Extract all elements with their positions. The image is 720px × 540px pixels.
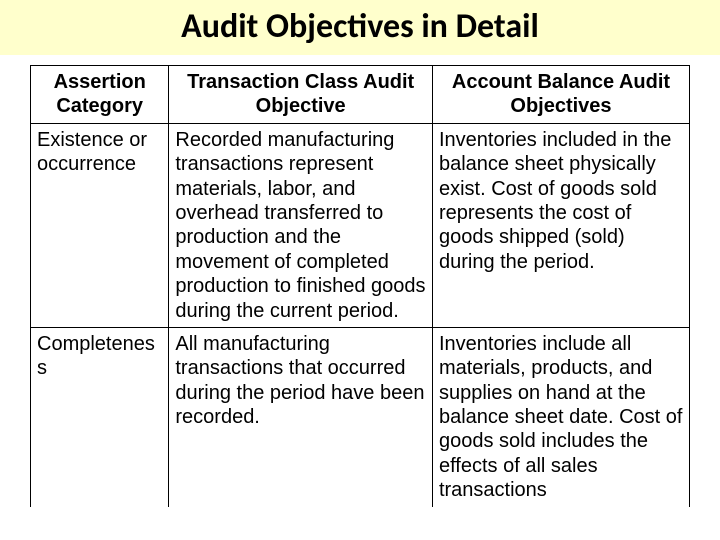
cell-transaction: Recorded manufacturing transactions repr… (169, 123, 433, 327)
cell-balance: Inventories included in the balance shee… (432, 123, 689, 327)
cell-assertion: Existence or occurrence (31, 123, 169, 327)
col-header-balance: Account Balance Audit Objectives (432, 66, 689, 124)
table-row: Completeness All manufacturing transacti… (31, 327, 690, 506)
audit-objectives-table: Assertion Category Transaction Class Aud… (30, 65, 690, 507)
cell-assertion: Completeness (31, 327, 169, 506)
table-header-row: Assertion Category Transaction Class Aud… (31, 66, 690, 124)
col-header-assertion: Assertion Category (31, 66, 169, 124)
cell-balance: Inventories include all materials, produ… (432, 327, 689, 506)
title-bar: Audit Objectives in Detail (0, 0, 720, 55)
col-header-transaction: Transaction Class Audit Objective (169, 66, 433, 124)
page-title: Audit Objectives in Detail (0, 6, 720, 47)
table-container: Assertion Category Transaction Class Aud… (0, 55, 720, 507)
table-row: Existence or occurrence Recorded manufac… (31, 123, 690, 327)
cell-transaction: All manufacturing transactions that occu… (169, 327, 433, 506)
